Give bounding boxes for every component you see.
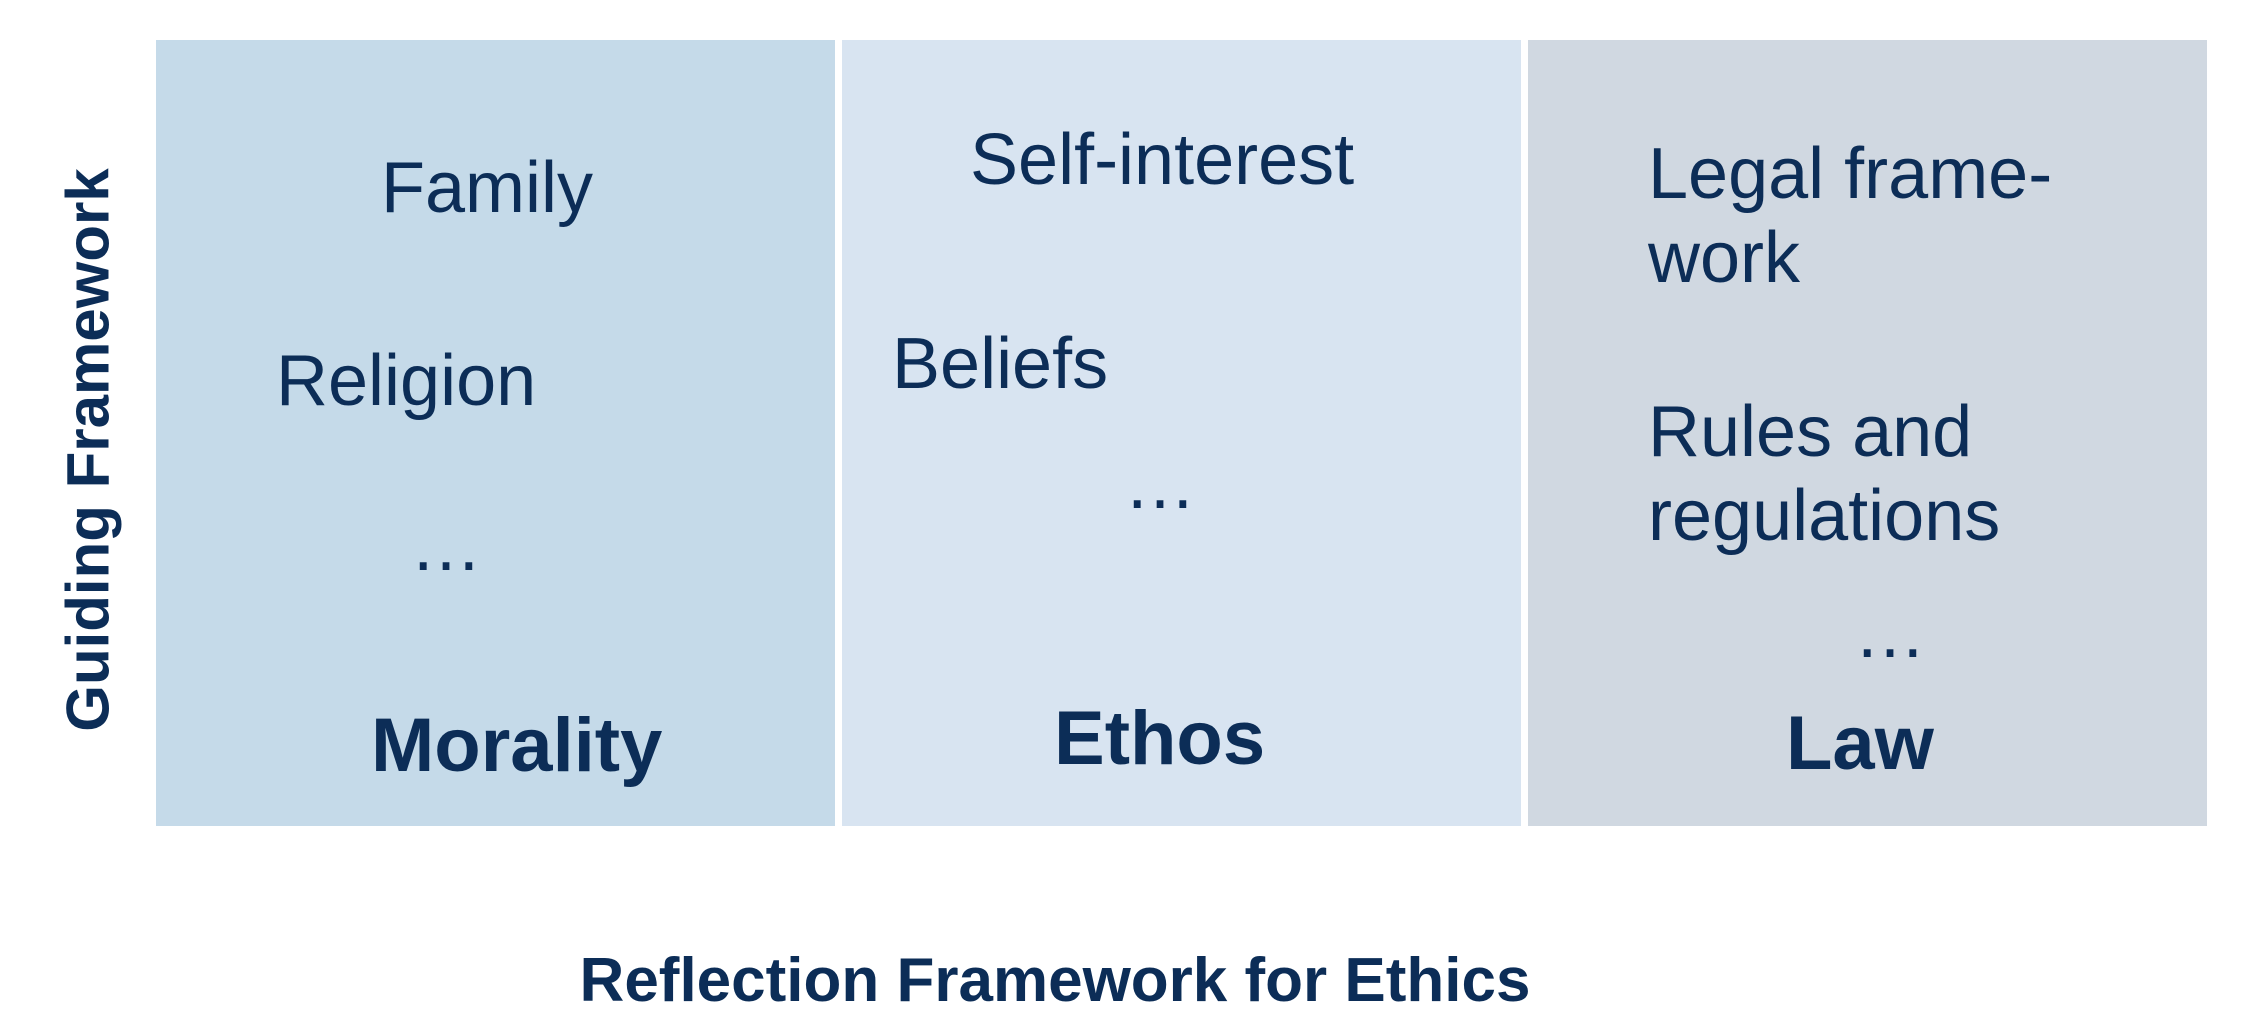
morality-heading: Morality [371,703,663,788]
law-panel: Legal frame- work Rules and regulations … [1528,40,2207,826]
law-item-rules-and-regulations: Rules and regulations [1648,392,2001,557]
ethos-item-beliefs: Beliefs [892,324,1109,404]
ethos-item-self-interest: Self-interest [970,120,1355,200]
morality-item-religion: Religion [276,341,537,421]
law-heading: Law [1786,701,1934,786]
ethos-item-ellipsis: … [1124,444,1196,524]
law-item-legal-framework: Legal frame- work [1648,134,2053,299]
ethos-panel: Self-interest Beliefs … Ethos [842,40,1521,826]
law-item-ellipsis: … [1854,593,1926,673]
morality-panel: Family Religion … Morality [156,40,835,826]
y-axis-label: Guiding Framework [54,168,122,732]
x-axis-label: Reflection Framework for Ethics [579,946,1531,1015]
ethos-heading: Ethos [1054,696,1266,781]
morality-item-family: Family [381,148,593,228]
morality-item-ellipsis: … [410,506,482,586]
